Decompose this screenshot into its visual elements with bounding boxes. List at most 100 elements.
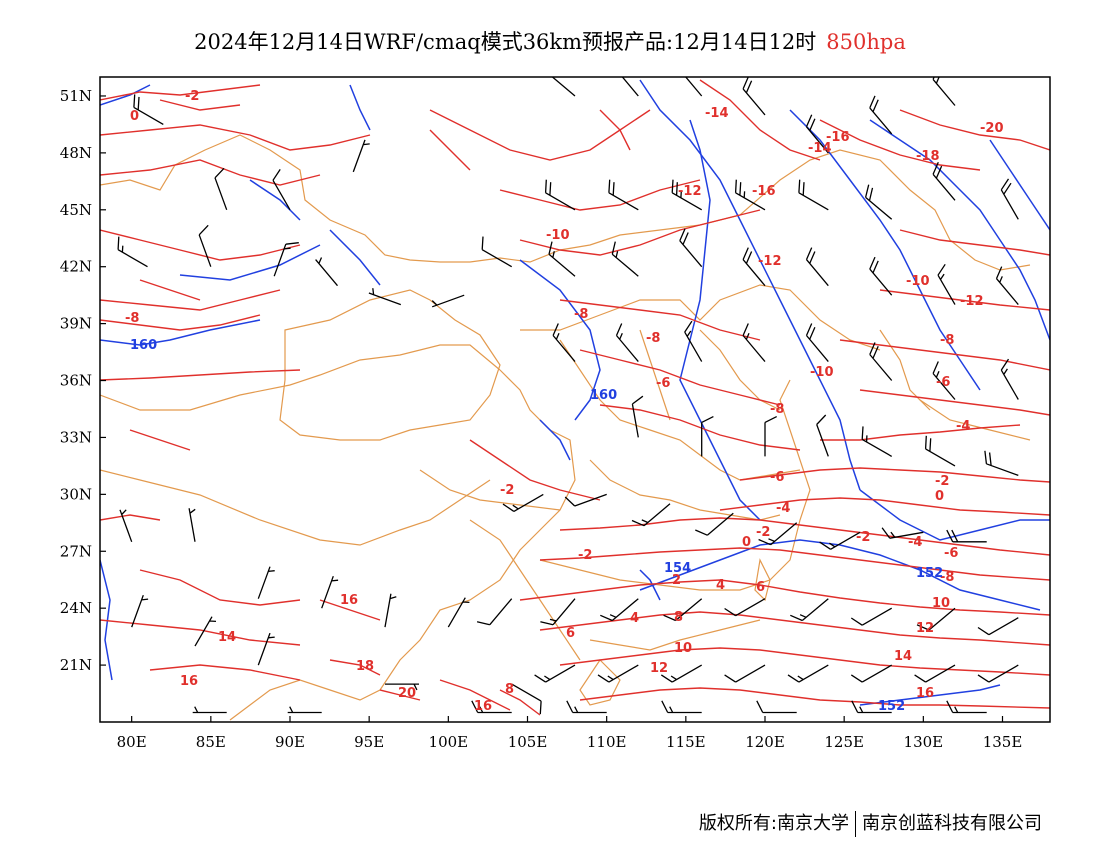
- wind-barb: [790, 598, 829, 622]
- x-tick-label: 115E: [666, 733, 706, 751]
- wind-barb: [611, 241, 639, 277]
- wind-barb: [257, 632, 275, 666]
- wind-barb: [198, 224, 212, 267]
- y-tick-label: 51N: [60, 87, 92, 105]
- wind-barb: [701, 416, 714, 457]
- wind-barb: [534, 664, 576, 683]
- wind-barb: [352, 139, 370, 173]
- wind-barb: [695, 512, 734, 536]
- wind-barb: [932, 77, 956, 106]
- temp-label: 16: [340, 593, 358, 608]
- temp-label: -2: [185, 89, 199, 104]
- y-tick-label: 39N: [60, 315, 92, 333]
- wind-barb: [764, 416, 777, 457]
- wind-barb: [977, 617, 1019, 636]
- temp-label: 12: [650, 661, 668, 676]
- wind-barb: [600, 598, 639, 622]
- wind-barb: [431, 294, 465, 308]
- wind-barb: [742, 323, 766, 363]
- x-tick-label: 80E: [117, 733, 147, 751]
- copyright-right: 南京创蓝科技有限公司: [862, 813, 1042, 834]
- height-contours: [100, 79, 1050, 706]
- temp-label: 8: [674, 610, 683, 625]
- temp-label: -8: [940, 333, 954, 348]
- wind-barb: [663, 598, 703, 622]
- wind-barb: [214, 167, 228, 211]
- wind-barb: [631, 395, 644, 438]
- temp-label: -14: [705, 106, 729, 121]
- wind-barb: [660, 664, 703, 683]
- wind-barb: [608, 179, 639, 211]
- wind-barb: [946, 700, 987, 714]
- y-axis: 51N 48N 45N 42N 39N 36N 33N 30N 27N 24N 21N: [60, 87, 106, 674]
- chart-title: 2024年12月14日WRF/cmaq模式36km预报产品:12月14日12时 8…: [0, 26, 1100, 56]
- wind-barb: [869, 256, 893, 296]
- temp-label: 6: [756, 580, 765, 595]
- temp-label: 0: [742, 535, 751, 550]
- temp-label: 16: [474, 699, 492, 714]
- wind-barb: [756, 700, 797, 714]
- temp-label: -6: [656, 376, 670, 391]
- temp-label: -8: [940, 570, 954, 585]
- wind-barb: [566, 700, 607, 714]
- wind-barb: [684, 77, 703, 97]
- wind-barb: [984, 450, 1019, 477]
- x-tick-label: 105E: [508, 733, 548, 751]
- wind-barb: [368, 288, 402, 306]
- wind-barb: [564, 493, 607, 507]
- y-tick-label: 21N: [60, 656, 92, 674]
- height-label: 154: [664, 561, 691, 576]
- height-label: 152: [878, 699, 905, 714]
- isotherm-contours: [100, 79, 1050, 716]
- wind-barb: [758, 522, 798, 546]
- y-tick-label: 33N: [60, 428, 92, 446]
- wind-barb: [476, 598, 513, 626]
- wind-barb: [544, 179, 576, 211]
- wind-barb: [511, 683, 542, 715]
- temp-label: 0: [130, 109, 139, 124]
- temp-label: -16: [826, 130, 850, 145]
- wind-barb: [869, 342, 893, 381]
- temp-label: -6: [770, 470, 784, 485]
- wind-barb: [734, 179, 766, 211]
- wind-barb: [671, 179, 703, 211]
- temp-label: 14: [894, 649, 912, 664]
- wind-barb: [615, 323, 639, 363]
- wind-barb: [287, 706, 322, 714]
- temp-label: -20: [980, 121, 1004, 136]
- temp-label: -8: [770, 402, 784, 417]
- wind-barb: [552, 323, 576, 363]
- x-tick-label: 120E: [745, 733, 785, 751]
- wind-barb: [881, 527, 924, 539]
- temp-label: 12: [916, 621, 934, 636]
- wind-barb: [257, 566, 275, 599]
- x-tick-label: 85E: [196, 733, 226, 751]
- x-tick-label: 90E: [275, 733, 305, 751]
- temp-label: -2: [756, 525, 770, 540]
- wind-barb: [117, 236, 148, 268]
- wind-barb: [597, 664, 639, 683]
- x-tick-label: 125E: [824, 733, 864, 751]
- wind-barb: [914, 664, 956, 683]
- wind-barb: [540, 598, 576, 626]
- temperature-labels: -2 0 -12 -14 -16 -18 -20 -14 -16 -12 -10…: [125, 89, 1004, 714]
- temp-label: 14: [218, 630, 236, 645]
- wind-barb: [131, 594, 149, 628]
- wind-barb: [1000, 358, 1019, 400]
- temp-label: 20: [398, 686, 416, 701]
- x-tick-label: 130E: [904, 733, 944, 751]
- y-tick-label: 30N: [60, 485, 92, 503]
- pressure-level: 850hpa: [826, 30, 906, 54]
- wind-barb: [916, 607, 956, 631]
- wind-barb: [995, 266, 1019, 306]
- wind-barb: [724, 598, 766, 617]
- temp-label: -6: [936, 375, 950, 390]
- temp-label: 10: [674, 641, 692, 656]
- title-main: 2024年12月14日WRF/cmaq模式36km预报产品:12月14日12时: [194, 30, 817, 54]
- temp-label: 4: [630, 611, 639, 626]
- temp-label: 2: [672, 573, 681, 588]
- temp-label: -14: [808, 141, 832, 156]
- wind-barb: [679, 228, 703, 268]
- wind-barb: [621, 77, 639, 97]
